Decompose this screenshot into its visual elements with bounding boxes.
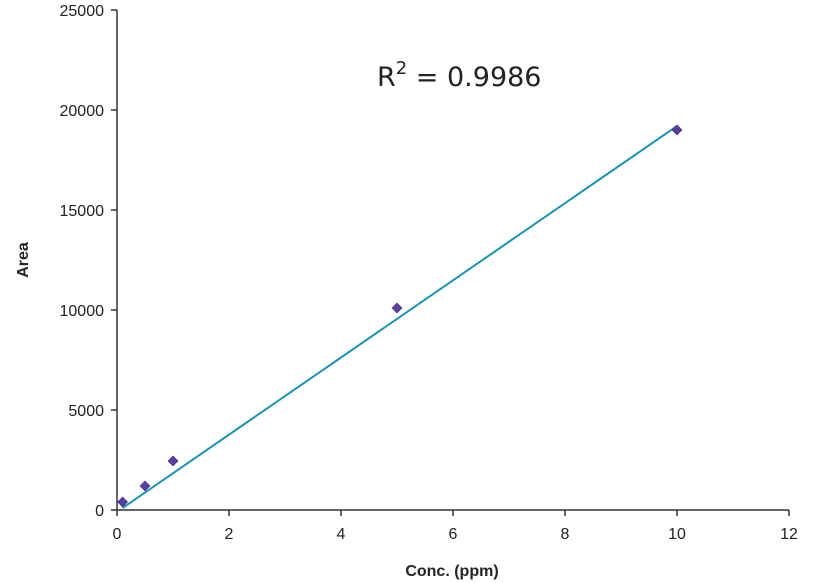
x-tick-label: 4 bbox=[337, 526, 346, 543]
y-tick-label: 0 bbox=[95, 503, 104, 520]
data-point bbox=[167, 455, 179, 467]
plot-area: 0 2 4 6 8 10 12 0 5000 10000 15000 20000 25000 bbox=[60, 3, 799, 543]
y-tick-label: 20000 bbox=[60, 103, 105, 120]
y-tick-label: 5000 bbox=[68, 403, 104, 420]
y-tick-label: 10000 bbox=[60, 303, 105, 320]
trendline bbox=[122, 125, 678, 509]
r-squared-superscript: 2 bbox=[396, 58, 407, 79]
x-tick-label: 12 bbox=[780, 526, 798, 543]
x-tick-label: 8 bbox=[561, 526, 570, 543]
y-ticks: 0 5000 10000 15000 20000 25000 bbox=[60, 3, 117, 520]
x-tick-label: 6 bbox=[449, 526, 458, 543]
data-point bbox=[139, 480, 151, 492]
y-axis-title: Area bbox=[15, 242, 32, 278]
y-tick-label: 15000 bbox=[60, 203, 105, 220]
data-points bbox=[117, 124, 683, 508]
x-tick-label: 2 bbox=[225, 526, 234, 543]
data-point bbox=[117, 496, 129, 508]
r-squared-prefix: R bbox=[377, 62, 396, 93]
data-point bbox=[391, 302, 403, 314]
x-ticks: 0 2 4 6 8 10 12 bbox=[113, 510, 798, 543]
x-axis-title: Conc. (ppm) bbox=[405, 563, 498, 580]
x-tick-label: 0 bbox=[113, 526, 122, 543]
trendline-group bbox=[122, 125, 678, 509]
r-squared-annotation: R2 = 0.9986 bbox=[377, 58, 541, 93]
data-point bbox=[671, 124, 683, 136]
r-squared-value: = 0.9986 bbox=[407, 62, 541, 93]
x-tick-label: 10 bbox=[668, 526, 686, 543]
y-tick-label: 25000 bbox=[60, 3, 105, 20]
